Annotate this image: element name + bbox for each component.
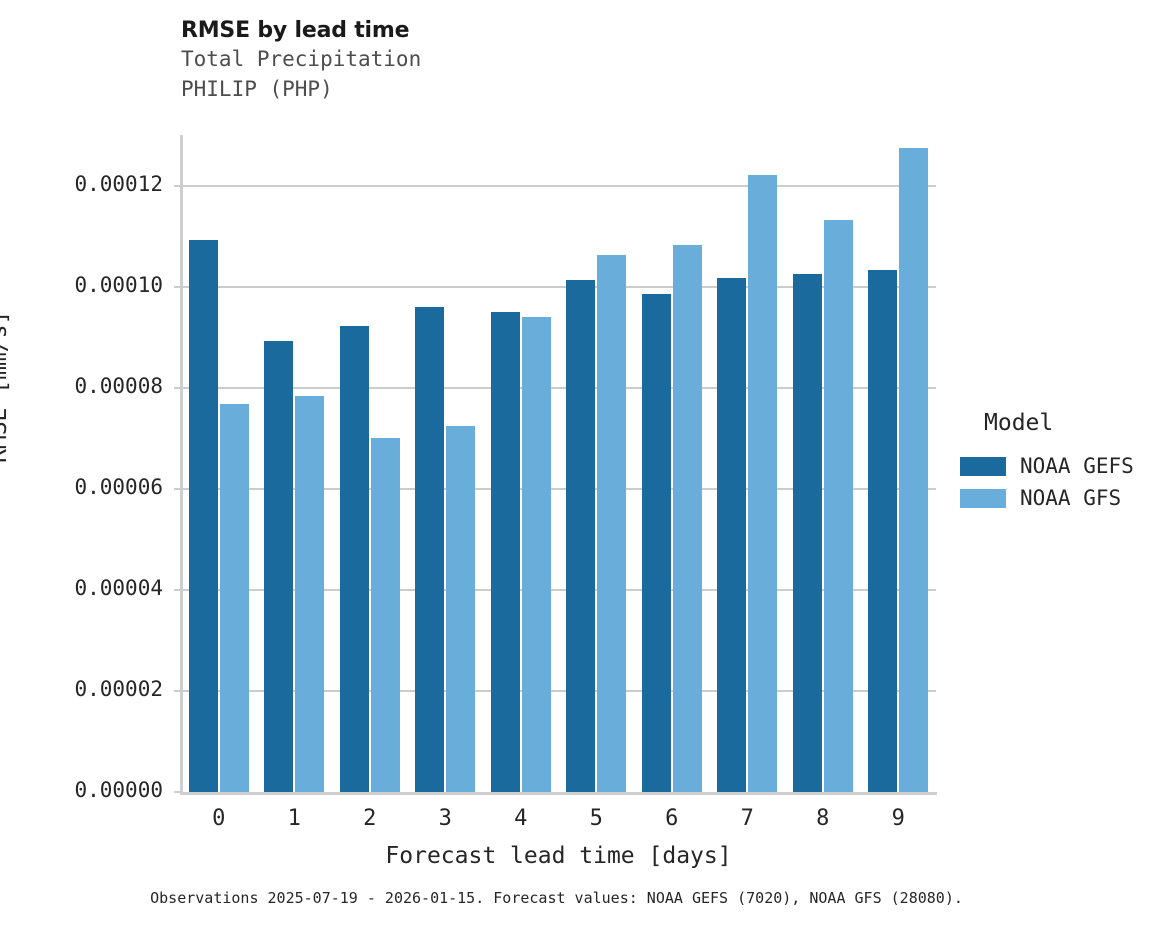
bar-noaa-gfs-day-5[interactable] — [597, 254, 627, 792]
gridline — [181, 386, 936, 389]
gridline — [181, 285, 936, 288]
bar-noaa-gfs-day-1[interactable] — [295, 396, 325, 792]
bar-noaa-gefs-day-9[interactable] — [868, 270, 898, 792]
y-axis-tick — [174, 588, 181, 591]
bar-noaa-gfs-day-2[interactable] — [370, 438, 400, 792]
bar-noaa-gfs-day-6[interactable] — [672, 245, 702, 792]
legend-rows: NOAA GEFS NOAA GFS — [960, 450, 1134, 514]
legend-item-noaa-gefs[interactable]: NOAA GEFS — [960, 450, 1134, 482]
x-tick-label-3: 3 — [438, 806, 452, 831]
gridline — [181, 487, 936, 490]
title-block: RMSE by lead time Total Precipitation PH… — [181, 18, 421, 104]
bar-noaa-gfs-day-7[interactable] — [748, 175, 778, 792]
bar-noaa-gefs-day-5[interactable] — [566, 280, 596, 792]
legend-item-noaa-gfs[interactable]: NOAA GFS — [960, 482, 1134, 514]
y-tick-label: 0.00006 — [74, 474, 163, 499]
x-tick-label-6: 6 — [665, 806, 679, 831]
legend-swatch-icon — [960, 488, 1006, 508]
y-axis-tick — [174, 689, 181, 692]
bar-noaa-gfs-day-8[interactable] — [823, 220, 853, 792]
y-tick-label: 0.00010 — [74, 272, 163, 297]
x-axis-line — [180, 792, 937, 795]
x-tick-label-8: 8 — [816, 806, 830, 831]
y-axis-title: RMSE [mm/s] — [0, 310, 12, 463]
x-axis-title: Forecast lead time [days] — [385, 843, 732, 869]
bar-noaa-gefs-day-0[interactable] — [188, 240, 218, 792]
chart-caption: Observations 2025-07-19 - 2026-01-15. Fo… — [150, 889, 963, 907]
chart-title: RMSE by lead time — [181, 18, 410, 43]
x-tick-label-0: 0 — [212, 806, 226, 831]
bar-noaa-gfs-day-9[interactable] — [899, 148, 929, 792]
bar-noaa-gfs-day-0[interactable] — [219, 403, 249, 792]
gridline — [181, 689, 936, 692]
chart-subtitle: Total Precipitation — [181, 47, 422, 71]
x-tick-label-9: 9 — [891, 806, 905, 831]
chart-subtitle2: PHILIP (PHP) — [181, 77, 333, 101]
y-axis-tick — [174, 791, 181, 793]
y-tick-label: 0.00004 — [74, 575, 163, 600]
legend: Model NOAA GEFS NOAA GFS — [960, 410, 1134, 514]
x-tick-label-4: 4 — [514, 806, 528, 831]
y-axis-tick — [174, 285, 181, 288]
bar-noaa-gefs-day-8[interactable] — [792, 273, 822, 792]
y-axis-tick — [174, 386, 181, 389]
plot-area — [174, 135, 937, 795]
bar-noaa-gefs-day-7[interactable] — [717, 277, 747, 792]
x-tick-label-1: 1 — [287, 806, 301, 831]
bar-noaa-gefs-day-1[interactable] — [264, 341, 294, 792]
y-tick-label: 0.00012 — [74, 171, 163, 196]
x-tick-label-7: 7 — [740, 806, 754, 831]
gridline — [181, 588, 936, 591]
bar-noaa-gfs-day-3[interactable] — [446, 425, 476, 792]
bar-noaa-gefs-day-6[interactable] — [641, 294, 671, 792]
y-tick-label: 0.00000 — [74, 778, 163, 802]
bar-noaa-gefs-day-3[interactable] — [415, 306, 445, 792]
y-axis-tick — [174, 184, 181, 187]
legend-swatch-icon — [960, 456, 1006, 476]
x-tick-label-2: 2 — [363, 806, 377, 831]
bar-noaa-gefs-day-2[interactable] — [339, 325, 369, 792]
legend-label: NOAA GFS — [1020, 486, 1122, 510]
x-tick-label-5: 5 — [589, 806, 603, 831]
bar-noaa-gfs-day-4[interactable] — [521, 316, 551, 792]
bar-noaa-gefs-day-4[interactable] — [490, 311, 520, 792]
legend-title: Model — [984, 410, 1054, 436]
y-axis-line — [180, 135, 183, 792]
gridline — [181, 184, 936, 187]
legend-label: NOAA GEFS — [1020, 454, 1134, 478]
y-axis-tick — [174, 487, 181, 490]
y-tick-label: 0.00002 — [74, 676, 163, 701]
y-tick-label: 0.00008 — [74, 373, 163, 398]
